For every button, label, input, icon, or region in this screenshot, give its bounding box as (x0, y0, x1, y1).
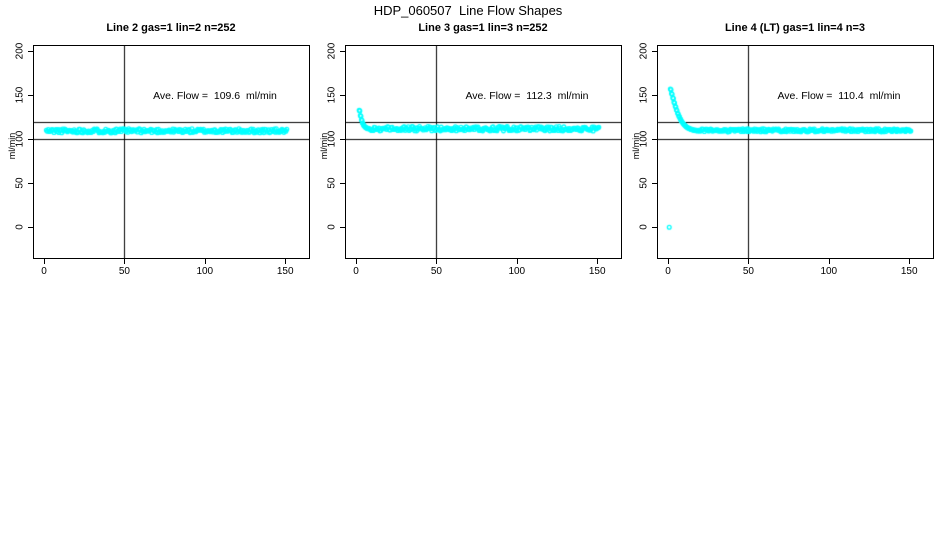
panel-line4: Line 4 (LT) gas=1 lin=4 n=3 ml/min Ave. … (624, 0, 936, 285)
figure-title: HDP_060507 Line Flow Shapes (373, 3, 563, 18)
panel-title: Line 2 gas=1 lin=2 n=252 (106, 22, 236, 34)
x-tick-mark (436, 259, 438, 264)
y-tick-mark (28, 227, 33, 229)
y-tick-mark (652, 139, 657, 141)
y-tick-mark (340, 183, 345, 185)
y-tick-mark (28, 51, 33, 53)
y-tick-mark (652, 51, 657, 53)
y-tick-mark (652, 227, 657, 229)
y-tick-label: 0 (14, 224, 26, 230)
x-tick-label: 150 (900, 266, 918, 277)
x-tick-label: 0 (353, 266, 359, 277)
y-tick-mark (340, 51, 345, 53)
scatter-canvas (34, 46, 309, 258)
x-tick-mark (355, 259, 357, 264)
x-tick-label: 150 (276, 266, 294, 277)
x-tick-label: 0 (41, 266, 47, 277)
panel-line2: Line 2 gas=1 lin=2 n=252 ml/min Ave. Flo… (0, 0, 312, 285)
x-tick-mark (43, 259, 45, 264)
y-tick-mark (28, 139, 33, 141)
x-tick-mark (909, 259, 911, 264)
x-tick-label: 0 (665, 266, 671, 277)
y-tick-label: 100 (638, 130, 650, 148)
ave-flow-annotation: Ave. Flow = 110.4 ml/min (777, 90, 901, 102)
y-tick-label: 150 (14, 86, 26, 104)
scatter-canvas (346, 46, 621, 258)
panel-line3: Line 3 gas=1 lin=3 n=252 ml/min Ave. Flo… (312, 0, 624, 285)
y-tick-label: 100 (14, 130, 26, 148)
x-tick-label: 50 (430, 266, 442, 277)
plot-area: Ave. Flow = 110.4 ml/min (657, 45, 934, 259)
y-tick-label: 100 (326, 130, 338, 148)
x-tick-mark (597, 259, 599, 264)
y-tick-label: 200 (638, 42, 650, 60)
scatter-canvas (658, 46, 933, 258)
x-tick-label: 100 (508, 266, 526, 277)
x-tick-mark (667, 259, 669, 264)
panel-title: Line 3 gas=1 lin=3 n=252 (418, 22, 548, 34)
y-tick-mark (340, 139, 345, 141)
x-tick-mark (828, 259, 830, 264)
x-tick-mark (124, 259, 126, 264)
y-tick-mark (28, 95, 33, 97)
x-tick-label: 100 (820, 266, 838, 277)
x-tick-mark (748, 259, 750, 264)
y-tick-label: 50 (326, 177, 338, 189)
ave-flow-annotation: Ave. Flow = 112.3 ml/min (465, 90, 589, 102)
x-tick-label: 150 (588, 266, 606, 277)
y-tick-mark (652, 95, 657, 97)
y-tick-label: 150 (638, 86, 650, 104)
y-tick-label: 50 (14, 177, 26, 189)
ave-flow-annotation: Ave. Flow = 109.6 ml/min (153, 90, 277, 102)
y-tick-mark (28, 183, 33, 185)
y-tick-label: 200 (14, 42, 26, 60)
panel-title: Line 4 (LT) gas=1 lin=4 n=3 (724, 22, 866, 34)
y-tick-label: 0 (326, 224, 338, 230)
y-tick-label: 50 (638, 177, 650, 189)
y-tick-label: 0 (638, 224, 650, 230)
x-tick-label: 100 (196, 266, 214, 277)
y-tick-mark (340, 227, 345, 229)
x-tick-mark (516, 259, 518, 264)
x-tick-label: 50 (742, 266, 754, 277)
plot-area: Ave. Flow = 109.6 ml/min (33, 45, 310, 259)
y-tick-mark (652, 183, 657, 185)
x-tick-label: 50 (118, 266, 130, 277)
plot-area: Ave. Flow = 112.3 ml/min (345, 45, 622, 259)
x-tick-mark (285, 259, 287, 264)
y-tick-label: 150 (326, 86, 338, 104)
x-tick-mark (204, 259, 206, 264)
y-tick-mark (340, 95, 345, 97)
y-tick-label: 200 (326, 42, 338, 60)
